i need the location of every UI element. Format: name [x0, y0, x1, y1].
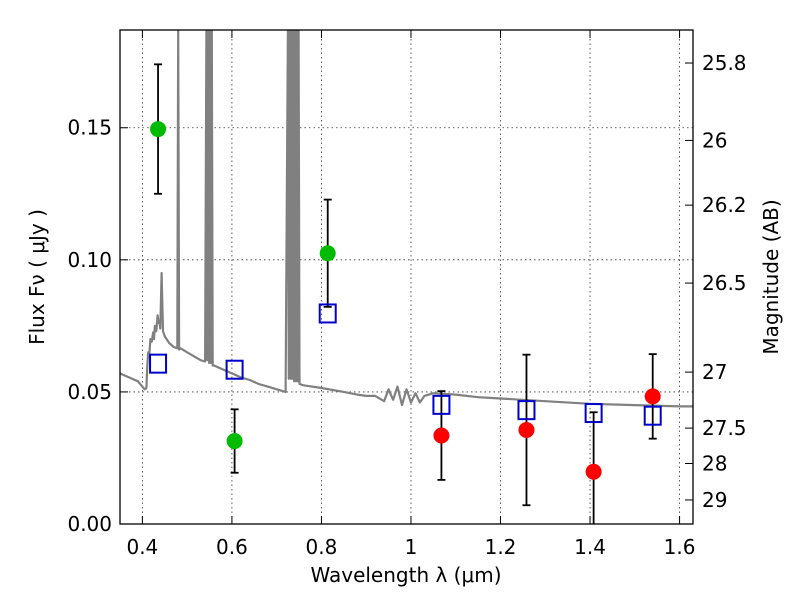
- green-data-point: [226, 433, 243, 450]
- red-data-point: [585, 463, 602, 480]
- x-tick-label: 0.8: [306, 535, 338, 559]
- x-tick-label: 1.2: [485, 535, 517, 559]
- y-axis-label: Flux Fν ( μJy ): [25, 209, 49, 345]
- red-data-point: [518, 421, 535, 438]
- data-markers: [149, 63, 662, 524]
- model-square-marker: [517, 400, 536, 421]
- green-data-point: [319, 245, 336, 262]
- x-axis-label: Wavelength λ (μm): [310, 563, 501, 587]
- axis-ticks: 0.4 0.6 0.8 1 1.2 1.4 1.6 0.00 0.05 0.10 0.15 25.8 2…: [67, 30, 747, 559]
- y-tick-label: 0.15: [67, 116, 112, 140]
- y2-tick-label: 26.5: [702, 271, 747, 295]
- y-tick-label: 0.05: [67, 380, 112, 404]
- model-spectrum-layer: [120, 30, 693, 408]
- model-square-marker: [225, 359, 244, 380]
- y2-tick-label: 27.5: [702, 416, 747, 440]
- plot-frame: [119, 29, 694, 525]
- model-square-marker: [318, 303, 337, 324]
- x-tick-label: 1: [405, 535, 418, 559]
- model-square-marker: [149, 353, 168, 374]
- red-data-point: [433, 427, 450, 444]
- model-square-marker: [432, 394, 451, 415]
- y2-axis-label: Magnitude (AB): [759, 199, 783, 354]
- model-square-marker: [643, 405, 662, 426]
- model-spectrum-line: [120, 30, 693, 408]
- y2-tick-label: 26: [702, 128, 727, 152]
- x-tick-label: 0.6: [216, 535, 248, 559]
- y-tick-label: 0.00: [67, 512, 112, 536]
- y-tick-label: 0.10: [67, 248, 112, 272]
- y2-tick-label: 27: [702, 360, 727, 384]
- x-tick-label: 0.4: [126, 535, 158, 559]
- green-data-point: [150, 121, 167, 138]
- x-tick-label: 1.4: [574, 535, 606, 559]
- y2-tick-label: 28: [702, 452, 727, 476]
- y2-tick-label: 26.2: [702, 193, 747, 217]
- model-square-marker: [584, 403, 603, 424]
- y2-tick-label: 25.8: [702, 51, 747, 75]
- y2-tick-label: 29: [702, 488, 727, 512]
- x-tick-label: 1.6: [664, 535, 696, 559]
- red-data-point: [644, 388, 661, 405]
